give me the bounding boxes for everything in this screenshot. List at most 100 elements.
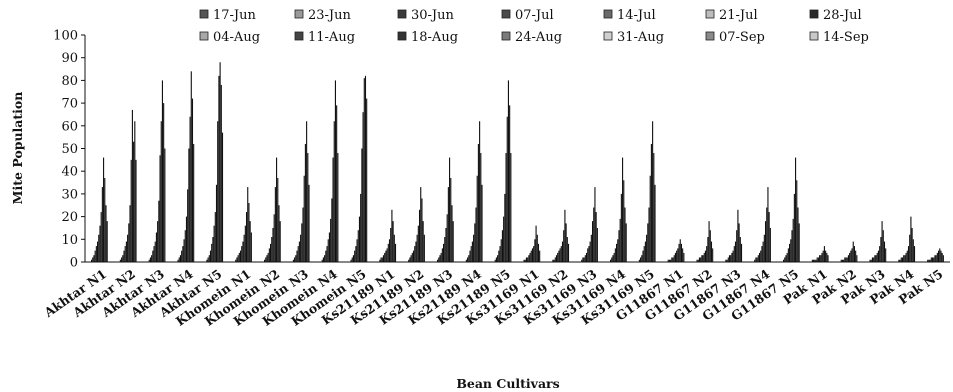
bar-group xyxy=(754,187,771,262)
bar xyxy=(131,109,133,262)
bar xyxy=(423,234,425,262)
legend-swatch xyxy=(294,9,304,19)
bar xyxy=(784,257,786,262)
bar xyxy=(840,259,842,262)
bar xyxy=(357,230,359,262)
bar xyxy=(524,259,526,262)
bar xyxy=(471,241,473,262)
y-tick-label: 90 xyxy=(61,51,78,66)
bar xyxy=(382,255,385,262)
legend-item: 24-Aug xyxy=(501,30,562,45)
bar xyxy=(703,252,705,262)
legend-item: 31-Aug xyxy=(603,30,664,45)
y-tick-label: 80 xyxy=(61,74,78,89)
legend-item: 21-Jul xyxy=(705,8,758,23)
bar xyxy=(321,259,323,262)
bar xyxy=(360,193,362,262)
bar xyxy=(439,255,441,262)
bar-group xyxy=(898,216,916,262)
bar xyxy=(593,207,595,262)
bar xyxy=(640,257,642,262)
bar xyxy=(817,257,819,262)
bar xyxy=(616,243,618,262)
bar xyxy=(266,255,268,262)
y-axis: 0 10 20 30 40 50 60 70 80 90 100 xyxy=(53,29,86,271)
bar xyxy=(534,239,536,262)
bar-group xyxy=(696,221,714,262)
bar xyxy=(649,175,651,262)
bar xyxy=(106,221,108,262)
bar xyxy=(438,257,440,262)
bar xyxy=(740,243,743,262)
bar xyxy=(533,246,535,262)
bar xyxy=(467,257,469,262)
bar xyxy=(787,248,789,262)
bar xyxy=(244,225,246,262)
bar xyxy=(849,252,851,262)
bar xyxy=(148,259,150,262)
bar xyxy=(301,223,303,262)
legend-item: 28-Jul xyxy=(809,8,862,23)
bar xyxy=(443,243,445,262)
bar xyxy=(554,257,556,262)
bar xyxy=(324,255,326,262)
bar xyxy=(444,237,446,262)
bar xyxy=(418,209,421,262)
bar xyxy=(217,121,219,262)
bar xyxy=(797,207,799,262)
bar xyxy=(163,103,165,262)
bar xyxy=(525,257,528,262)
legend-swatch xyxy=(397,31,407,41)
bar xyxy=(679,239,681,262)
legend-label: 07-Jul xyxy=(515,8,554,23)
bar xyxy=(708,221,710,262)
bar xyxy=(564,209,566,262)
bar xyxy=(596,227,598,262)
bar xyxy=(158,200,160,262)
bar xyxy=(302,207,304,262)
bar xyxy=(276,157,278,262)
bar xyxy=(590,234,592,262)
bar-group xyxy=(177,71,195,262)
bar xyxy=(181,250,183,262)
bar xyxy=(243,234,245,262)
bar xyxy=(95,246,97,262)
bar xyxy=(509,105,511,263)
bar xyxy=(505,153,507,262)
bar xyxy=(304,143,306,262)
bar xyxy=(798,223,800,262)
bar xyxy=(668,259,670,262)
bar xyxy=(646,234,648,262)
bar xyxy=(652,121,654,262)
legend-label: 14-Jul xyxy=(617,8,656,23)
bar xyxy=(379,259,381,262)
bar-group xyxy=(725,209,743,262)
legend-item: 07-Sep xyxy=(705,30,765,45)
legend-item: 23-Jun xyxy=(294,8,352,23)
bar xyxy=(611,257,613,262)
bar xyxy=(738,223,740,262)
y-tick-label: 10 xyxy=(61,233,78,248)
bar xyxy=(452,221,454,262)
bar xyxy=(851,248,853,262)
bar xyxy=(331,198,333,262)
bar xyxy=(296,250,298,262)
bar xyxy=(415,241,417,262)
legend-swatch xyxy=(809,9,819,19)
bar xyxy=(877,250,880,262)
bar xyxy=(417,225,419,262)
bar xyxy=(364,75,367,262)
bar xyxy=(673,255,675,262)
bar xyxy=(101,187,103,262)
bar xyxy=(494,259,496,262)
bar xyxy=(495,257,497,262)
bar xyxy=(207,257,209,262)
bar xyxy=(736,230,738,262)
y-tick-label: 70 xyxy=(61,97,78,112)
bar-group xyxy=(869,221,887,262)
bar xyxy=(250,232,252,262)
bar xyxy=(941,252,943,262)
bar xyxy=(760,250,762,262)
bar xyxy=(157,221,159,262)
bar xyxy=(124,246,126,262)
